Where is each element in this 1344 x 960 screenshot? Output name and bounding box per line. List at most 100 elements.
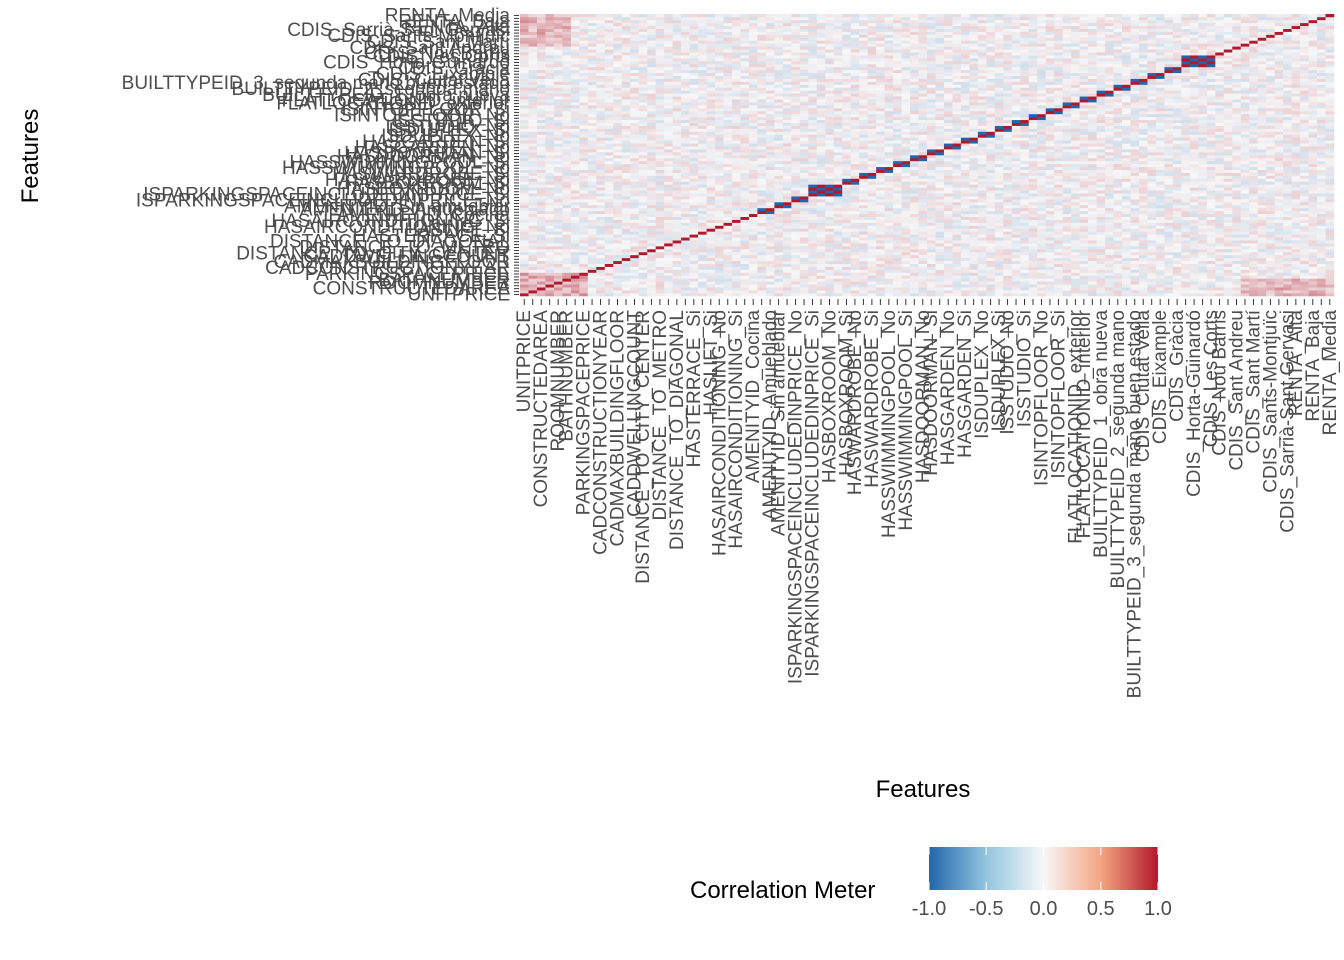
heatmap-cell xyxy=(1071,196,1080,200)
heatmap-cell xyxy=(1274,143,1284,147)
heatmap-cell xyxy=(893,155,902,159)
heatmap-cell xyxy=(952,275,962,279)
heatmap-cell xyxy=(1223,175,1233,179)
heatmap-cell xyxy=(1079,157,1089,162)
heatmap-cell xyxy=(918,240,928,244)
heatmap-cell xyxy=(960,207,970,212)
heatmap-cell xyxy=(782,240,792,244)
heatmap-cell xyxy=(1257,146,1267,150)
heatmap-cell xyxy=(935,213,945,217)
heatmap-cell xyxy=(952,219,962,223)
heatmap-cell xyxy=(681,199,690,203)
heatmap-cell xyxy=(977,246,987,250)
heatmap-cell xyxy=(562,240,572,244)
heatmap-cell xyxy=(1181,287,1191,291)
heatmap-cell xyxy=(1028,290,1038,294)
heatmap-cell xyxy=(825,157,835,162)
heatmap-cell xyxy=(765,172,775,176)
heatmap-cell xyxy=(698,243,707,247)
heatmap-cell xyxy=(935,263,945,267)
heatmap-cell xyxy=(689,184,699,188)
heatmap-cell xyxy=(1172,275,1182,279)
heatmap-cell xyxy=(1291,263,1301,267)
heatmap-cell xyxy=(1206,234,1216,238)
heatmap-cell xyxy=(536,281,546,285)
heatmap-cell xyxy=(867,169,877,173)
heatmap-cell xyxy=(1096,181,1106,185)
heatmap-cell xyxy=(553,284,563,288)
heatmap-cell xyxy=(528,263,538,267)
heatmap-cell xyxy=(638,207,648,212)
heatmap-cell xyxy=(1325,228,1335,232)
heatmap-cell xyxy=(731,187,741,191)
heatmap-cell xyxy=(994,281,1004,285)
heatmap-cell xyxy=(808,163,818,168)
heatmap-cell xyxy=(1020,187,1030,191)
heatmap-cell xyxy=(1232,204,1242,209)
heatmap-cell xyxy=(969,225,979,229)
heatmap-cell xyxy=(876,163,885,168)
heatmap-cell xyxy=(562,146,572,150)
heatmap-cell xyxy=(621,169,631,173)
heatmap-cell xyxy=(850,169,860,173)
heatmap-cell xyxy=(774,278,784,282)
heatmap-cell xyxy=(1071,249,1080,253)
heatmap-cell xyxy=(850,155,860,159)
heatmap-cell xyxy=(833,290,843,294)
heatmap-cell xyxy=(876,172,885,176)
heatmap-cell xyxy=(698,163,707,168)
heatmap-cell xyxy=(1138,281,1148,285)
heatmap-cell xyxy=(587,284,597,288)
heatmap-cell xyxy=(850,281,860,285)
heatmap-cell xyxy=(1045,207,1055,212)
heatmap-cell xyxy=(1028,181,1038,185)
heatmap-cell xyxy=(1189,169,1199,173)
heatmap-cell xyxy=(613,240,623,244)
heatmap-cell xyxy=(842,181,851,185)
heatmap-cell xyxy=(876,184,885,188)
heatmap-cell xyxy=(587,249,597,253)
heatmap-cell xyxy=(655,157,665,162)
heatmap-cell xyxy=(672,234,682,238)
heatmap-cell xyxy=(715,228,724,232)
heatmap-cell xyxy=(867,293,877,297)
heatmap-cell xyxy=(1037,222,1047,226)
heatmap-cell xyxy=(1054,175,1063,179)
heatmap-cell xyxy=(1206,263,1216,267)
heatmap-cell xyxy=(893,213,902,217)
heatmap-cell xyxy=(689,181,699,185)
heatmap-cell xyxy=(1071,160,1080,165)
heatmap-cell xyxy=(1079,293,1089,297)
heatmap-cell xyxy=(918,254,928,259)
heatmap-cell xyxy=(1054,193,1063,197)
heatmap-cell xyxy=(613,234,623,238)
heatmap-cell xyxy=(910,278,919,282)
heatmap-cell xyxy=(1249,181,1258,185)
heatmap-cell xyxy=(969,249,979,253)
heatmap-cell xyxy=(1062,278,1072,282)
heatmap-cell xyxy=(969,204,979,209)
heatmap-cell xyxy=(1011,193,1021,197)
heatmap-cell xyxy=(1028,287,1038,291)
heatmap-cell xyxy=(570,175,580,179)
heatmap-cell xyxy=(757,202,767,206)
heatmap-cell xyxy=(1096,213,1106,217)
heatmap-cell xyxy=(1206,240,1216,244)
heatmap-cell xyxy=(1317,190,1326,194)
heatmap-cell xyxy=(918,278,928,282)
heatmap-cell xyxy=(1215,269,1225,273)
heatmap-cell xyxy=(1020,210,1030,215)
heatmap-cell xyxy=(1020,163,1030,168)
heatmap-cell xyxy=(782,169,792,173)
heatmap-cell xyxy=(1198,263,1208,267)
heatmap-cell xyxy=(893,163,902,168)
heatmap-cell xyxy=(1215,187,1225,191)
heatmap-cell xyxy=(1028,237,1038,241)
heatmap-cell xyxy=(570,228,580,232)
heatmap-cell xyxy=(740,210,750,215)
heatmap-cell xyxy=(901,155,911,159)
heatmap-cell xyxy=(1283,284,1292,288)
heatmap-cell xyxy=(1096,219,1106,223)
heatmap-cell xyxy=(986,216,996,220)
heatmap-cell xyxy=(528,178,538,182)
